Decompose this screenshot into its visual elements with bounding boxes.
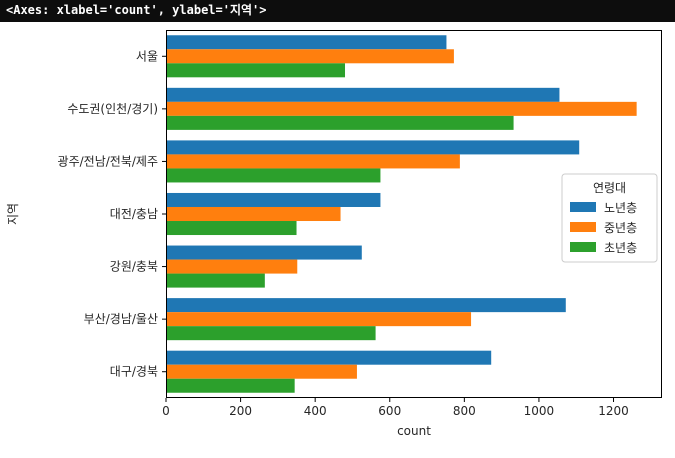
legend-swatch (570, 222, 596, 232)
bar-2-5 (166, 259, 298, 274)
axes-repr-output: <Axes: xlabel='count', ylabel='지역'> (0, 0, 675, 22)
y-tick-label: 대전/충남 (110, 207, 158, 221)
bar-2-1 (166, 49, 454, 64)
bar-3-3 (166, 168, 381, 183)
bar-2-6 (166, 312, 472, 327)
x-tick-label: 1200 (598, 404, 629, 418)
bar-2-4 (166, 206, 341, 222)
y-tick-label: 광주/전남/전북/제주 (58, 154, 158, 168)
y-tick-label: 서울 (136, 49, 158, 63)
y-tick-label: 강원/충북 (110, 260, 158, 274)
y-tick-label: 부산/경남/울산 (84, 312, 158, 326)
axes-frame (166, 30, 662, 398)
y-axis-label: 지역 (6, 203, 20, 225)
bar-2-3 (166, 154, 460, 169)
x-tick-label: 400 (304, 404, 327, 418)
legend-entry-label: 초년층 (604, 241, 637, 255)
bar-1-4 (166, 192, 381, 207)
legend-swatch (570, 202, 596, 212)
x-tick-label: 600 (378, 404, 401, 418)
bar-1-5 (166, 245, 362, 260)
bar-2-2 (166, 101, 637, 116)
y-tick-label: 대구/경북 (110, 365, 158, 379)
legend-swatch (570, 242, 596, 252)
bar-1-1 (166, 35, 447, 50)
bar-3-5 (166, 273, 265, 288)
bar-3-6 (166, 326, 376, 341)
x-axis-label: count (397, 424, 431, 438)
bar-1-7 (166, 350, 492, 365)
legend-box (561, 173, 658, 263)
bars-layer (166, 35, 637, 393)
x-ticks-layer: 0 200 400 600 800 1000 1200 (162, 398, 629, 418)
x-tick-label: 0 (162, 404, 170, 418)
bar-1-6 (166, 298, 566, 313)
bar-3-4 (166, 221, 297, 236)
bar-3-1 (166, 63, 346, 78)
bar-3-7 (166, 378, 295, 393)
x-tick-label: 800 (453, 404, 476, 418)
bar-3-2 (166, 115, 514, 130)
bar-1-3 (166, 140, 580, 155)
bar-2-7 (166, 364, 357, 379)
legend-title: 연령대 (593, 181, 626, 195)
y-tick-label: 수도권(인천/경기) (67, 101, 158, 116)
x-tick-label: 1000 (524, 404, 555, 418)
x-tick-label: 200 (229, 404, 252, 418)
legend-entry-label: 중년층 (604, 221, 637, 235)
legend-entry-label: 노년층 (604, 201, 637, 215)
bar-1-2 (166, 87, 560, 102)
